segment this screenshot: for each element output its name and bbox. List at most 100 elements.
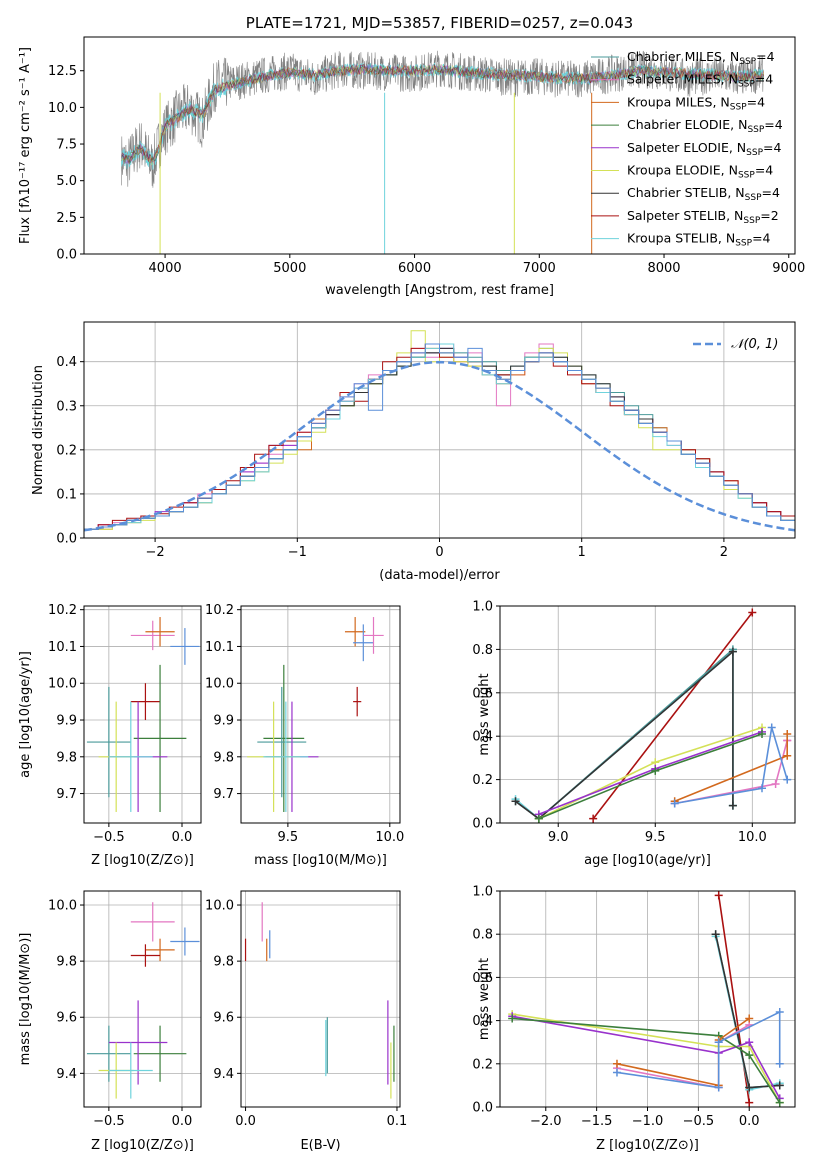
legend-entry: Salpeter ELODIE, NSSP=4 bbox=[627, 140, 782, 158]
weight-line-chabrier-elodie bbox=[512, 1017, 781, 1104]
axes-frame bbox=[240, 605, 401, 824]
age-vs-mass-panel-x-label: mass [log10(M/M⊙)] bbox=[254, 853, 387, 868]
weight-marker bbox=[745, 1051, 754, 1060]
x-tick-label: −2.0 bbox=[530, 1114, 562, 1129]
weight-vs-age-panel-y-label: mass weight bbox=[477, 673, 492, 755]
weight-marker bbox=[783, 751, 792, 760]
y-tick-label: 9.7 bbox=[213, 787, 234, 802]
y-tick-label: 0.8 bbox=[472, 928, 493, 943]
x-tick-label: −0.5 bbox=[93, 1114, 125, 1129]
axes-frame bbox=[240, 890, 401, 1108]
y-tick-label: 1.0 bbox=[472, 885, 493, 900]
y-tick-label: 10.0 bbox=[205, 899, 234, 914]
weight-marker bbox=[612, 1059, 621, 1068]
spectrum-title: PLATE=1721, MJD=53857, FIBERID=0257, z=0… bbox=[246, 14, 633, 32]
residual-x-label: (data-model)/error bbox=[379, 568, 500, 583]
x-tick-label: 10.0 bbox=[738, 830, 767, 845]
x-tick-label: 1 bbox=[578, 545, 586, 560]
weight-marker bbox=[775, 1007, 784, 1016]
y-tick-label: 2.5 bbox=[56, 211, 77, 226]
x-tick-label: 0.0 bbox=[739, 1114, 760, 1129]
weight-marker bbox=[612, 1068, 621, 1077]
age-vs-mass-panel-plot-area bbox=[247, 617, 384, 812]
y-tick-label: 9.6 bbox=[213, 1011, 234, 1026]
spectrum-plot-area bbox=[121, 50, 764, 254]
weight-marker bbox=[714, 891, 723, 900]
x-tick-label: 4000 bbox=[149, 261, 182, 276]
y-tick-label: 10.2 bbox=[205, 603, 234, 618]
y-tick-label: 9.8 bbox=[213, 955, 234, 970]
axes-frame bbox=[83, 890, 202, 1108]
y-tick-label: 10.0 bbox=[48, 677, 77, 692]
mass-vs-z-panel-y-label: mass [log10(M/M⊙)] bbox=[18, 933, 33, 1066]
mass-vs-ebv-panel: 0.0 0.1 9.4 9.6 9.8 10.0 E(B-V) bbox=[205, 890, 408, 1153]
y-tick-label: 0.2 bbox=[56, 443, 77, 458]
residual-panel: −2 −1 0 1 2 0.0 0.1 0.2 0.3 0.4 (data-model)/error… bbox=[31, 321, 796, 583]
weight-marker bbox=[783, 775, 792, 784]
mass-vs-z-panel: −0.5 0.0 9.4 9.6 9.8 10.0 Z [log10(Z/Z⊙)] mass … bbox=[18, 890, 202, 1153]
y-tick-label: 9.8 bbox=[56, 750, 77, 765]
weight-line-salpeter-elodie bbox=[512, 1015, 781, 1099]
weight-marker bbox=[748, 608, 757, 617]
gaussian-curve bbox=[84, 360, 795, 532]
weight-vs-z-panel-x-label: Z [log10(Z/Z⊙)] bbox=[596, 1138, 699, 1153]
y-tick-label: 10.1 bbox=[48, 640, 77, 655]
weight-marker bbox=[745, 1014, 754, 1023]
x-tick-label: 8000 bbox=[647, 261, 680, 276]
x-tick-label: 5000 bbox=[273, 261, 306, 276]
histogram-palette-blue bbox=[84, 343, 795, 530]
y-tick-label: 9.9 bbox=[213, 714, 234, 729]
mass-vs-z-panel-x-label: Z [log10(Z/Z⊙)] bbox=[91, 1138, 194, 1153]
y-tick-label: 1.0 bbox=[472, 600, 493, 615]
x-tick-label: 0.1 bbox=[387, 1114, 408, 1129]
y-tick-label: 0.4 bbox=[472, 730, 493, 745]
x-tick-label: −2 bbox=[146, 545, 165, 560]
y-tick-label: 0.6 bbox=[472, 686, 493, 701]
spectrum-model-line bbox=[121, 64, 764, 164]
y-tick-label: 0.6 bbox=[472, 971, 493, 986]
x-tick-label: −0.5 bbox=[683, 1114, 715, 1129]
y-tick-label: 0.8 bbox=[472, 643, 493, 658]
y-tick-label: 0.2 bbox=[472, 773, 493, 788]
spectrum-line-data bbox=[121, 50, 764, 188]
weight-line-salpeter-stelib bbox=[592, 612, 753, 820]
x-tick-label: 0.0 bbox=[235, 1114, 256, 1129]
axes-frame bbox=[83, 605, 202, 824]
x-tick-label: 9.5 bbox=[645, 830, 666, 845]
axes-frame bbox=[499, 605, 796, 824]
legend-entry: Salpeter MILES, NSSP=4 bbox=[627, 72, 773, 90]
x-tick-label: 9000 bbox=[772, 261, 805, 276]
weight-marker bbox=[775, 1098, 784, 1107]
weight-marker bbox=[711, 930, 720, 939]
age-vs-z-panel-plot-area bbox=[86, 617, 200, 812]
weight-marker bbox=[714, 1083, 723, 1092]
weight-vs-age-panel-x-label: age [log10(age/yr)] bbox=[584, 853, 711, 868]
spectrum-legend: Chabrier MILES, NSSP=4 Salpeter MILES, NS… bbox=[591, 49, 783, 249]
y-tick-label: 0.4 bbox=[56, 355, 77, 370]
y-tick-label: 7.5 bbox=[56, 138, 77, 153]
weight-vs-z-panel-y-label: mass weight bbox=[477, 958, 492, 1040]
y-tick-label: 0.1 bbox=[56, 487, 77, 502]
y-tick-label: 10.2 bbox=[48, 603, 77, 618]
x-tick-label: 0 bbox=[435, 545, 443, 560]
weight-marker bbox=[745, 1098, 754, 1107]
residual-y-label: Normed distribution bbox=[31, 365, 46, 495]
spectrum-x-label: wavelength [Angstrom, rest frame] bbox=[325, 283, 554, 298]
y-tick-label: 10.0 bbox=[205, 677, 234, 692]
spectrum-model-line bbox=[121, 63, 764, 165]
legend-entry: 𝒩(0, 1) bbox=[731, 337, 778, 352]
spectrum-y-label: Flux [fλ10⁻¹⁷ erg cm⁻² s⁻¹ A⁻¹] bbox=[18, 47, 33, 244]
y-tick-label: 12.5 bbox=[48, 64, 77, 79]
x-tick-label: 0.0 bbox=[172, 830, 193, 845]
legend-entry: Chabrier ELODIE, NSSP=4 bbox=[627, 117, 783, 135]
weight-marker bbox=[670, 799, 679, 808]
weight-marker bbox=[775, 1081, 784, 1090]
mass-vs-ebv-panel-x-label: E(B-V) bbox=[300, 1138, 340, 1153]
plots-layer: 4000 5000 6000 7000 8000 90000.02.55.07.510.0… bbox=[18, 14, 805, 1153]
spectrum-panel: 4000 5000 6000 7000 8000 9000 0.0 2.5 5.0 7.5 10.0… bbox=[18, 14, 805, 298]
x-tick-label: 0.0 bbox=[172, 1114, 193, 1129]
weight-marker bbox=[745, 1083, 754, 1092]
weight-marker bbox=[758, 730, 767, 739]
